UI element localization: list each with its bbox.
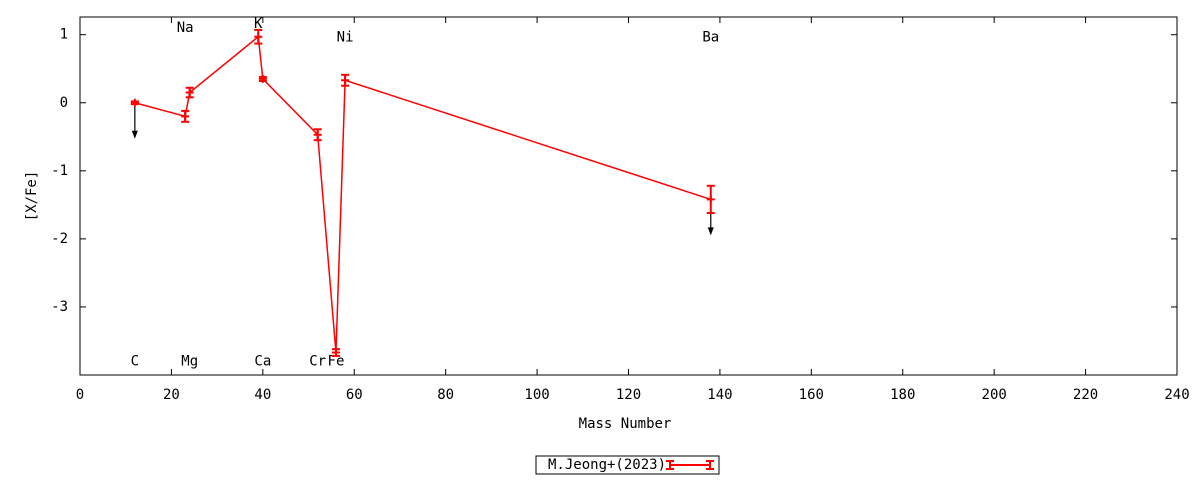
point [331,348,340,357]
legend-error-bar [666,460,674,470]
x-tick-label: 200 [982,387,1007,403]
x-tick-label: 220 [1073,387,1098,403]
point [130,98,139,107]
point [254,32,263,41]
x-tick-label: 120 [616,387,641,403]
x-tick-label: 60 [346,387,363,403]
point [313,130,322,139]
y-tick-label: 0 [60,95,68,111]
plot-frame [79,16,1178,376]
x-tick-label: 80 [437,387,454,403]
point [706,195,715,204]
legend-label: M.Jeong+(2023) [548,457,666,473]
x-tick-label: 100 [524,387,549,403]
legend-error-bar [706,460,714,470]
point [258,74,267,83]
point [185,88,194,97]
x-tick-label: 180 [890,387,915,403]
y-tick-label: -2 [51,231,68,247]
x-tick-label: 240 [1164,387,1189,403]
element-label: Ni [337,29,354,45]
element-label: Fe [328,353,345,369]
y-tick-label: -3 [51,299,68,315]
y-tick-label: -1 [51,163,68,179]
x-tick-label: 40 [254,387,271,403]
y-axis-label: [X/Fe] [24,171,40,222]
x-axis-label: Mass Number [579,416,672,432]
x-tick-label: 140 [707,387,732,403]
element-label: Ba [702,29,719,45]
x-tick-label: 0 [76,387,84,403]
element-label: Cr [309,353,326,369]
series-line [134,35,712,353]
element-label: Ca [254,353,271,369]
y-tick-label: 1 [60,27,68,43]
upper-limit-arrowhead [131,130,138,139]
x-tick-label: 160 [799,387,824,403]
element-label: K [254,16,263,32]
element-label: Mg [181,353,198,369]
x-tick-label: 20 [163,387,180,403]
upper-limit-arrowhead [707,227,714,236]
element-label: Na [177,20,194,36]
element-label: C [131,353,139,369]
point [181,112,190,121]
point [341,76,350,85]
